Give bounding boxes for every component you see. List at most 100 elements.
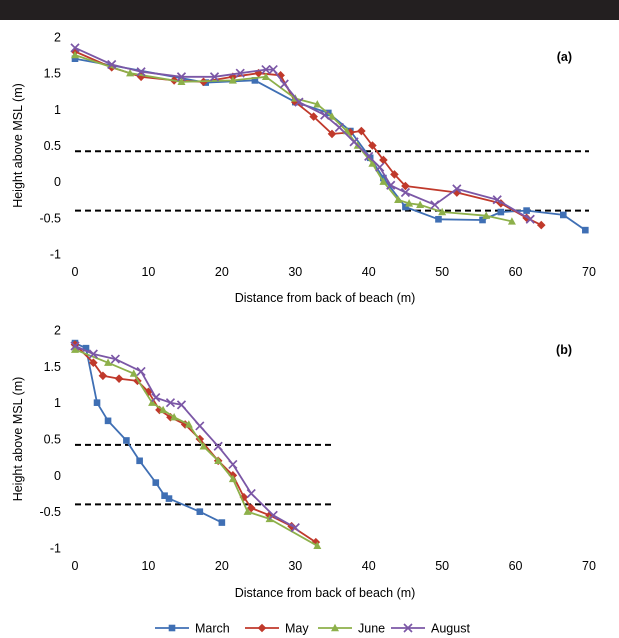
x-tick-label: 0	[72, 559, 79, 573]
data-point-may	[368, 141, 377, 150]
y-tick-label: 0	[54, 469, 61, 483]
legend-item-may: May	[245, 622, 309, 636]
data-point-march	[104, 417, 112, 425]
data-point-june	[71, 345, 79, 353]
y-tick-label: 1.5	[44, 360, 61, 374]
y-tick-label: 1	[54, 396, 61, 410]
series-march	[71, 55, 589, 234]
data-point-may	[89, 358, 98, 367]
data-point-may	[379, 155, 388, 165]
x-tick-label: 50	[435, 265, 449, 279]
x-tick-label: 20	[215, 265, 229, 279]
data-point-june	[129, 369, 138, 377]
data-point-march	[71, 55, 79, 62]
series-may	[70, 340, 321, 547]
data-point-august	[110, 354, 120, 364]
data-point-june	[148, 398, 157, 406]
y-tick-label: 0.5	[44, 433, 61, 447]
data-point-march	[82, 344, 90, 352]
data-point-march	[479, 216, 486, 224]
data-point-august	[452, 184, 462, 194]
data-point-august	[176, 400, 187, 410]
data-point-june	[482, 211, 491, 219]
data-point-august	[320, 110, 330, 120]
y-tick-label: 1.5	[44, 67, 61, 81]
data-point-august	[213, 441, 223, 451]
series-june	[71, 345, 322, 550]
data-point-march	[161, 492, 168, 499]
data-point-june	[438, 207, 447, 216]
data-point-august	[290, 523, 300, 533]
data-point-june	[104, 358, 113, 366]
data-point-may	[346, 128, 355, 137]
series-line-march	[74, 342, 223, 524]
legend-marker-march	[168, 624, 176, 632]
series-line-may	[74, 50, 542, 226]
data-point-august	[235, 68, 245, 78]
data-point-august	[107, 59, 117, 70]
series-line-august	[74, 345, 296, 529]
data-point-march	[152, 479, 160, 486]
data-point-august	[492, 195, 502, 205]
data-point-may	[327, 129, 337, 139]
data-point-may	[144, 387, 153, 397]
y-tick-label: 1	[54, 103, 61, 117]
legend: March May June August	[155, 622, 470, 636]
x-tick-label: 0	[72, 265, 79, 279]
y-tick-label: -1	[50, 248, 61, 262]
data-point-june	[71, 50, 79, 59]
legend-label-june: June	[358, 622, 385, 636]
data-point-august	[136, 67, 146, 77]
x-tick-label: 30	[288, 559, 302, 573]
x-tick-label: 10	[141, 265, 155, 279]
data-point-march	[560, 211, 567, 219]
data-point-august	[279, 79, 289, 89]
series-march	[71, 339, 226, 526]
data-point-may	[155, 405, 164, 415]
x-tick-label: 20	[215, 559, 229, 573]
x-tick-label: 60	[509, 265, 523, 279]
legend-label-august: August	[431, 622, 470, 636]
data-point-june	[313, 541, 322, 550]
data-point-june	[228, 474, 237, 483]
data-point-march	[582, 226, 589, 234]
y-axis-title: Height above MSL (m)	[11, 83, 25, 208]
data-point-august	[268, 510, 278, 520]
data-point-march	[93, 399, 101, 406]
series-august	[70, 341, 300, 533]
x-tick-label: 40	[362, 559, 376, 573]
data-point-may	[390, 170, 399, 179]
data-point-june	[394, 195, 403, 203]
data-point-august	[386, 180, 396, 190]
y-tick-label: -1	[50, 542, 61, 556]
x-tick-label: 70	[582, 265, 596, 279]
data-point-june	[177, 77, 186, 86]
panel-label: (b)	[556, 343, 572, 357]
data-point-august	[525, 214, 535, 224]
data-point-march	[497, 208, 505, 216]
series-line-june	[74, 348, 318, 547]
data-point-march	[165, 495, 173, 502]
data-point-march	[435, 215, 442, 223]
y-tick-label: 2	[54, 31, 61, 45]
data-point-august	[268, 64, 278, 75]
data-point-june	[328, 112, 336, 120]
data-point-august	[246, 488, 256, 499]
data-point-june	[228, 76, 237, 84]
data-point-may	[309, 112, 318, 121]
x-tick-label: 40	[362, 265, 376, 279]
data-point-august	[70, 341, 80, 351]
series-august	[70, 43, 535, 224]
data-point-august	[349, 137, 359, 147]
series-line-may	[74, 343, 317, 543]
y-axis-title: Height above MSL (m)	[11, 377, 25, 502]
data-point-august	[294, 97, 304, 107]
data-point-august	[88, 349, 98, 359]
data-point-august	[195, 421, 205, 431]
data-point-june	[199, 442, 208, 450]
data-point-june	[507, 217, 516, 225]
data-point-june	[170, 413, 179, 421]
